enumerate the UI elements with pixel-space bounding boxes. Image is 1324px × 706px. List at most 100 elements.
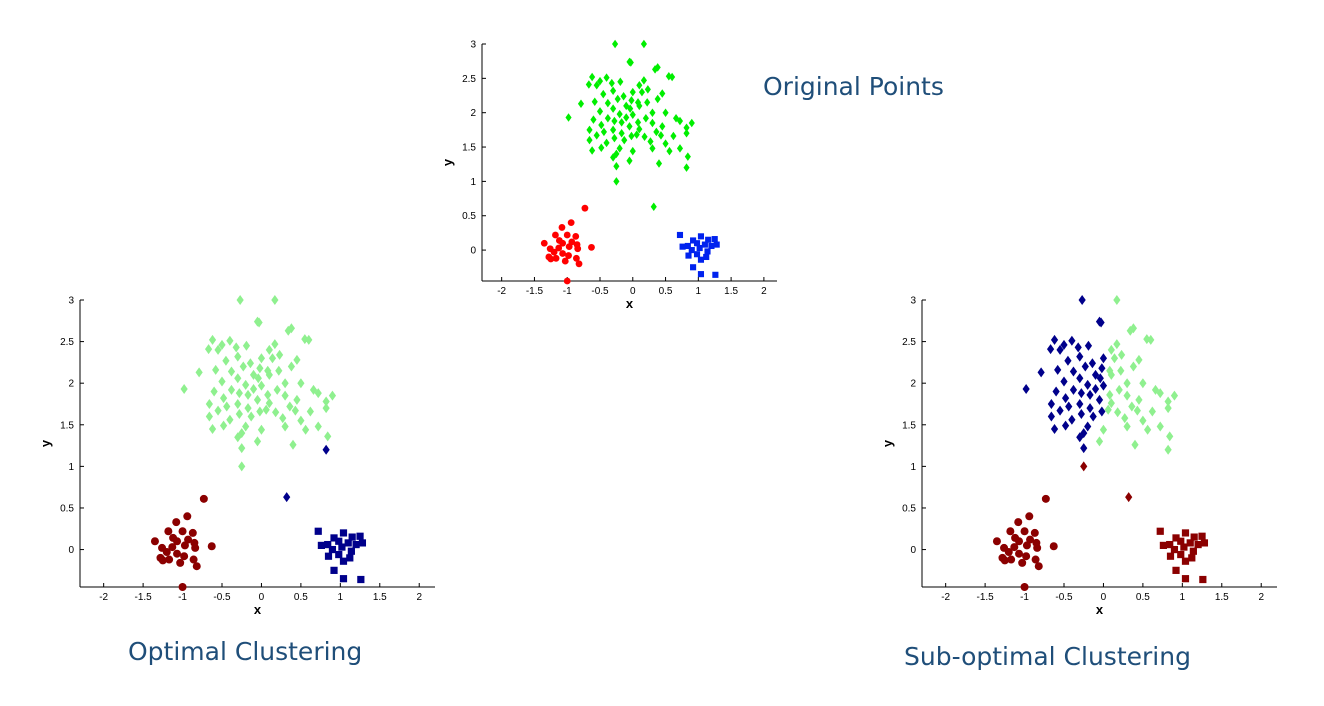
diamond-point [222,355,230,366]
diamond-point [289,439,297,450]
diamond-point [1078,295,1086,305]
diamond-point [223,401,231,412]
diamond-point [1113,339,1121,350]
diamond-point [1144,424,1152,435]
diamond-point [1086,403,1094,414]
x-tick-label: 0.5 [294,592,308,603]
square-point [330,566,338,574]
diamond-point [1080,443,1088,454]
circle-point [189,555,198,564]
diamond-point [1086,389,1094,400]
circle-point [574,245,582,253]
diamond-point [1088,358,1096,369]
diamond-point [234,351,242,362]
diamond-point [1052,386,1060,397]
diamond-point [683,129,690,138]
diamond-point [1135,394,1143,405]
circle-point [992,537,1001,546]
circle-point [1004,548,1013,557]
diamond-point [1068,414,1076,425]
x-axis-label: x [626,296,634,311]
diamond-point [226,414,234,425]
caption-optimal-clustering: Optimal Clustering [128,637,363,666]
square-point [703,253,710,261]
square-point [328,545,337,554]
diamond-point [227,366,236,377]
circle-point [188,528,197,537]
diamond-point [1139,415,1147,426]
diamond-point [1065,401,1073,412]
diamond-point [593,131,600,140]
diamond-point [638,87,646,97]
square-point [1200,539,1209,547]
diamond-point [636,101,643,111]
y-tick-label: 2.5 [902,337,916,348]
circle-point [1006,527,1015,536]
circle-point [183,512,192,521]
square-point [317,541,325,550]
circle-point [162,548,171,557]
x-tick-label: 1.5 [1215,592,1229,603]
diamond-point [306,406,314,417]
x-axis-label: x [1096,602,1104,617]
diamond-point [1099,424,1108,435]
circle-point [173,549,182,558]
y-tick-label: 0.5 [902,503,916,514]
circle-point [178,527,187,536]
diamond-point [636,124,643,134]
diamond-point [257,353,266,364]
diamond-point [1133,405,1141,416]
diamond-point [586,135,593,145]
diamond-point [608,78,615,88]
circle-point [180,552,189,561]
diamond-point [210,386,218,397]
diamond-point [244,403,252,414]
diamond-point [640,39,647,49]
diamond-point [589,146,596,155]
diamond-point [1095,436,1104,447]
diamond-point [613,177,620,186]
caption-suboptimal-clustering: Sub-optimal Clustering [904,642,1191,671]
diamond-point [242,421,250,432]
x-tick-label: 0 [259,592,265,603]
diamond-point [1080,461,1088,472]
diamond-point [1047,411,1055,422]
diamond-point [628,96,635,105]
diamond-point [633,130,640,139]
square-point [356,532,364,540]
diamond-point [1050,334,1059,345]
diamond-point [214,405,222,416]
diamond-point [1164,403,1172,414]
diamond-point [291,405,299,416]
diamond-point [1060,376,1068,387]
diamond-point [236,295,244,305]
square-point [1170,545,1179,554]
diamond-point [247,411,255,422]
diamond-point [208,334,217,345]
diamond-point [623,113,630,122]
square-point [1190,533,1198,541]
diamond-point [264,389,272,400]
diamond-point [644,85,651,94]
y-tick-label: 2 [910,379,916,390]
diamond-point [1080,428,1088,439]
diamond-point [226,335,234,346]
diamond-point [616,109,623,119]
y-tick-label: 3 [68,296,74,307]
diamond-point [1121,413,1129,424]
diamond-point [1156,421,1164,432]
diamond-point [314,421,322,432]
square-point [1181,529,1190,537]
diamond-point [676,144,684,153]
y-tick-label: 2 [470,108,476,119]
circle-point [1000,556,1009,565]
circle-point [191,543,200,552]
diamond-point [286,401,294,412]
diamond-point [1107,369,1115,380]
diamond-point [610,125,617,135]
diamond-point [265,344,273,355]
circle-point [565,252,572,259]
square-point [697,271,705,278]
diamond-point [1097,317,1105,328]
y-tick-label: 0.5 [462,211,476,222]
